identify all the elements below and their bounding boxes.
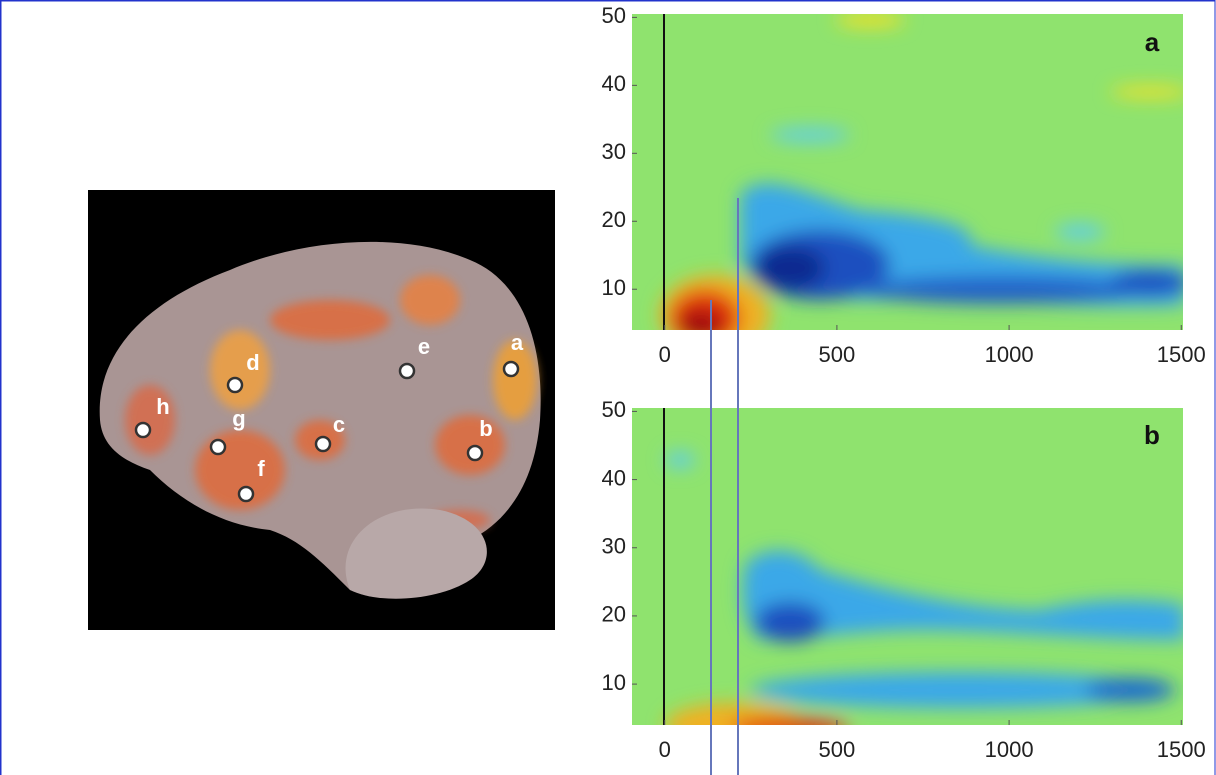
y-tick-label: 40 <box>602 71 626 96</box>
x-tick-label: 1500 <box>1157 342 1206 367</box>
y-tick-label: 50 <box>602 397 626 422</box>
figure: a b c d e f g h a <box>0 0 1216 775</box>
y-tick-label: 20 <box>602 207 626 232</box>
page: {"brain": {"labels": ["a", "b", "c", "d"… <box>0 0 1216 775</box>
x-tick-label: 1500 <box>1157 737 1206 762</box>
electrode-label: f <box>257 456 265 481</box>
electrode-label: h <box>156 394 169 419</box>
electrode-label: d <box>246 350 259 375</box>
x-tick-label: 0 <box>659 342 671 367</box>
heatmap-b <box>632 408 1185 747</box>
panel-label: b <box>1144 420 1160 450</box>
y-tick-label: 50 <box>602 3 626 28</box>
electrode-label: e <box>418 334 430 359</box>
electrode-label: c <box>333 412 345 437</box>
y-tick-label: 30 <box>602 139 626 164</box>
panel-label: a <box>1145 27 1160 57</box>
x-tick-label: 500 <box>819 342 856 367</box>
x-tick-label: 500 <box>819 737 856 762</box>
x-tick-label: 1000 <box>985 737 1034 762</box>
y-tick-label: 40 <box>602 465 626 490</box>
y-tick-label: 10 <box>602 670 626 695</box>
y-tick-label: 20 <box>602 602 626 627</box>
brain-image: a b c d e f g h <box>88 190 555 630</box>
electrode-label: a <box>511 330 524 355</box>
y-tick-label: 30 <box>602 534 626 559</box>
electrode-label: g <box>232 406 245 431</box>
y-tick-label: 10 <box>602 275 626 300</box>
x-tick-label: 0 <box>659 737 671 762</box>
x-tick-label: 1000 <box>985 342 1034 367</box>
electrode-label: b <box>479 416 492 441</box>
heatmap-a <box>632 13 1190 355</box>
